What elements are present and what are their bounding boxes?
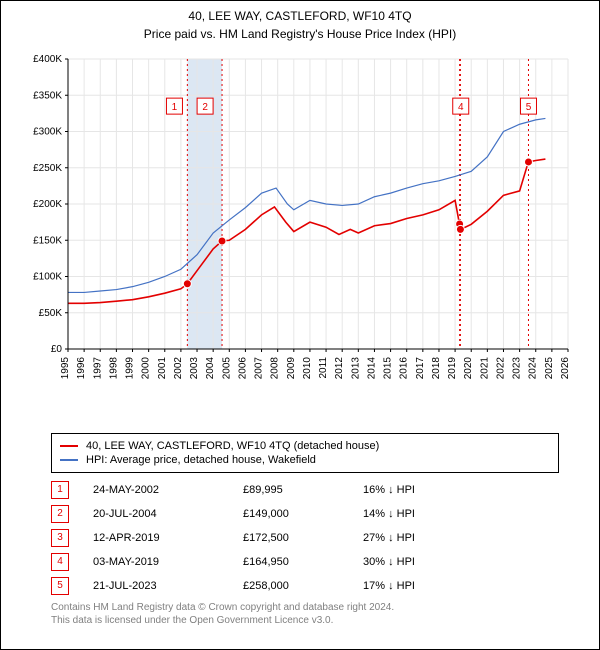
transaction-badge: 1 (51, 481, 69, 499)
transaction-badge: 2 (51, 505, 69, 523)
legend-swatch (60, 459, 78, 461)
legend: 40, LEE WAY, CASTLEFORD, WF10 4TQ (detac… (51, 433, 559, 473)
svg-text:4: 4 (458, 102, 464, 113)
svg-text:2017: 2017 (415, 357, 426, 380)
svg-text:2016: 2016 (399, 357, 410, 380)
svg-text:1: 1 (172, 102, 178, 113)
svg-text:2026: 2026 (560, 357, 571, 380)
svg-text:£200K: £200K (33, 199, 62, 210)
svg-text:2009: 2009 (286, 357, 297, 380)
svg-text:2015: 2015 (383, 357, 394, 380)
svg-text:£150K: £150K (33, 235, 62, 246)
svg-text:£100K: £100K (33, 272, 62, 283)
svg-text:£400K: £400K (33, 54, 62, 65)
transaction-price: £149,000 (243, 508, 363, 520)
transaction-row: 3 12-APR-2019£172,50027% ↓ HPI (51, 529, 559, 547)
svg-text:2005: 2005 (221, 357, 232, 380)
svg-text:5: 5 (526, 102, 532, 113)
svg-text:2006: 2006 (237, 357, 248, 380)
page-title: 40, LEE WAY, CASTLEFORD, WF10 4TQ (11, 9, 589, 23)
svg-text:1997: 1997 (92, 357, 103, 380)
footer-line-1: Contains HM Land Registry data © Crown c… (51, 601, 559, 614)
transactions-table: 1 24-MAY-2002£89,99516% ↓ HPI 2 20-JUL-2004… (51, 481, 559, 595)
price-chart: £0 £50K £100K £150K £200K £250K £300K £350K £400… (20, 49, 580, 429)
svg-text:£300K: £300K (33, 127, 62, 138)
svg-text:£350K: £350K (33, 90, 62, 101)
transaction-date: 21-JUL-2023 (93, 580, 243, 592)
legend-item: HPI: Average price, detached house, Wake… (60, 454, 550, 466)
svg-text:2020: 2020 (463, 357, 474, 380)
svg-text:2025: 2025 (544, 357, 555, 380)
transaction-delta: 16% ↓ HPI (363, 484, 483, 496)
footer-attribution: Contains HM Land Registry data © Crown c… (51, 601, 559, 627)
svg-text:1998: 1998 (108, 357, 119, 380)
transaction-row: 1 24-MAY-2002£89,99516% ↓ HPI (51, 481, 559, 499)
svg-text:2007: 2007 (254, 357, 265, 380)
transaction-price: £164,950 (243, 556, 363, 568)
legend-label: 40, LEE WAY, CASTLEFORD, WF10 4TQ (detac… (86, 440, 379, 452)
transaction-badge: 4 (51, 553, 69, 571)
svg-text:2008: 2008 (270, 357, 281, 380)
svg-text:£50K: £50K (39, 308, 63, 319)
svg-text:2019: 2019 (447, 357, 458, 380)
svg-text:2002: 2002 (173, 357, 184, 380)
transaction-badge: 5 (51, 577, 69, 595)
transaction-price: £89,995 (243, 484, 363, 496)
svg-text:2012: 2012 (334, 357, 345, 380)
svg-text:1996: 1996 (76, 357, 87, 380)
transaction-badge: 3 (51, 529, 69, 547)
svg-text:2003: 2003 (189, 357, 200, 380)
svg-text:£0: £0 (51, 344, 63, 355)
transaction-date: 12-APR-2019 (93, 532, 243, 544)
svg-text:2018: 2018 (431, 357, 442, 380)
svg-text:£250K: £250K (33, 163, 62, 174)
svg-text:2011: 2011 (318, 357, 329, 379)
svg-text:2000: 2000 (141, 357, 152, 380)
transaction-price: £172,500 (243, 532, 363, 544)
svg-text:2024: 2024 (528, 357, 539, 380)
transaction-row: 2 20-JUL-2004£149,00014% ↓ HPI (51, 505, 559, 523)
svg-text:1995: 1995 (60, 357, 71, 380)
transaction-delta: 14% ↓ HPI (363, 508, 483, 520)
svg-text:2: 2 (202, 102, 208, 113)
svg-text:1999: 1999 (125, 357, 136, 380)
svg-text:2010: 2010 (302, 357, 313, 380)
svg-text:2022: 2022 (495, 357, 506, 380)
legend-swatch (60, 445, 78, 447)
transaction-row: 5 21-JUL-2023£258,00017% ↓ HPI (51, 577, 559, 595)
svg-text:2021: 2021 (479, 357, 490, 380)
transaction-date: 20-JUL-2004 (93, 508, 243, 520)
svg-text:2004: 2004 (205, 357, 216, 380)
transaction-date: 03-MAY-2019 (93, 556, 243, 568)
transaction-row: 4 03-MAY-2019£164,95030% ↓ HPI (51, 553, 559, 571)
transaction-date: 24-MAY-2002 (93, 484, 243, 496)
svg-text:2013: 2013 (350, 357, 361, 380)
svg-text:2014: 2014 (366, 357, 377, 380)
legend-label: HPI: Average price, detached house, Wake… (86, 454, 316, 466)
transaction-price: £258,000 (243, 580, 363, 592)
page-subtitle: Price paid vs. HM Land Registry's House … (11, 27, 589, 41)
svg-text:2001: 2001 (157, 357, 168, 380)
transaction-delta: 27% ↓ HPI (363, 532, 483, 544)
footer-line-2: This data is licensed under the Open Gov… (51, 614, 559, 627)
svg-text:2023: 2023 (512, 357, 523, 380)
transaction-delta: 17% ↓ HPI (363, 580, 483, 592)
transaction-delta: 30% ↓ HPI (363, 556, 483, 568)
legend-item: 40, LEE WAY, CASTLEFORD, WF10 4TQ (detac… (60, 440, 550, 452)
